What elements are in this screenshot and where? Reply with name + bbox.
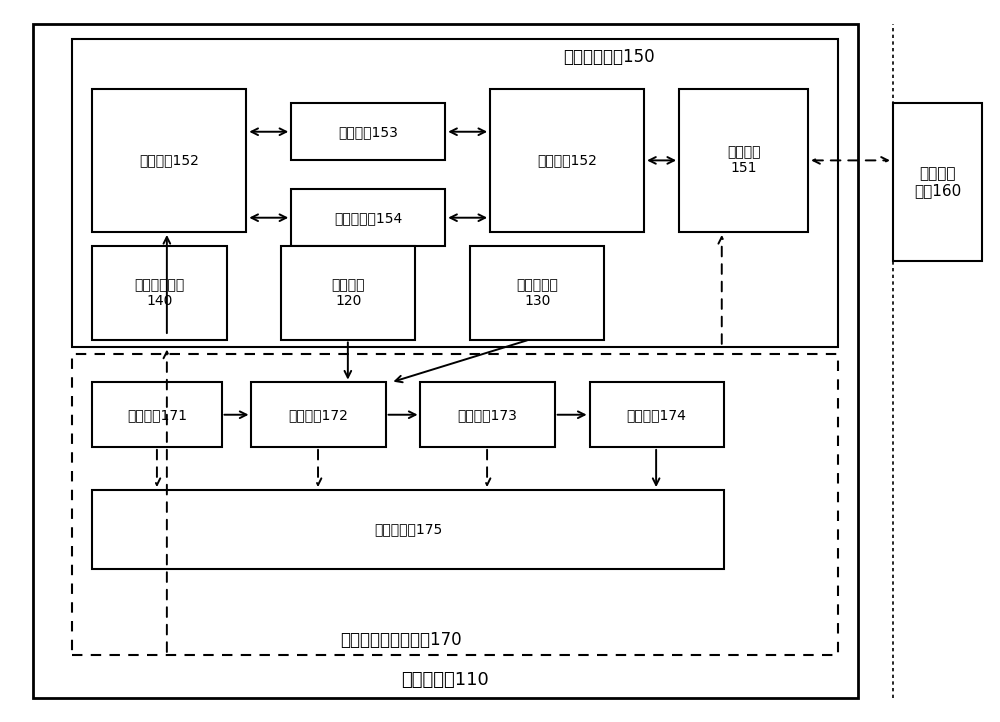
Bar <box>92 246 227 339</box>
Text: 激光雷达
120: 激光雷达 120 <box>332 278 365 308</box>
Bar <box>92 383 222 447</box>
Bar <box>92 89 246 232</box>
Text: 规划模块171: 规划模块171 <box>127 408 187 422</box>
Text: 机器人本体110: 机器人本体110 <box>401 671 489 689</box>
Text: 接收模块152: 接收模块152 <box>537 153 597 168</box>
Bar <box>33 25 858 697</box>
Text: 监测模块172: 监测模块172 <box>289 408 348 422</box>
Bar <box>420 383 555 447</box>
Text: 报告模块174: 报告模块174 <box>627 408 687 422</box>
Bar <box>291 189 445 246</box>
Text: 红外摄像头
130: 红外摄像头 130 <box>516 278 558 308</box>
Text: 控制模块152: 控制模块152 <box>139 153 199 168</box>
Text: 运动规划和指导系统170: 运动规划和指导系统170 <box>340 632 461 649</box>
Bar <box>72 38 838 347</box>
Text: 通信模块
151: 通信模块 151 <box>727 145 760 175</box>
Bar <box>470 246 604 339</box>
Text: 个人数据库175: 个人数据库175 <box>374 522 442 536</box>
Text: 触控显示屏154: 触控显示屏154 <box>334 211 402 225</box>
Text: 语音模块153: 语音模块153 <box>338 125 398 139</box>
Text: 预警模块173: 预警模块173 <box>458 408 518 422</box>
Bar <box>291 103 445 160</box>
Text: 智能终端
系统160: 智能终端 系统160 <box>914 165 961 198</box>
Bar <box>490 89 644 232</box>
Bar <box>679 89 808 232</box>
Bar <box>893 103 982 261</box>
Bar <box>72 354 838 655</box>
Text: 定位导航模块
140: 定位导航模块 140 <box>134 278 185 308</box>
Bar <box>281 246 415 339</box>
Bar <box>590 383 724 447</box>
Bar <box>92 490 724 569</box>
Text: 智能交互系统150: 智能交互系统150 <box>564 48 655 66</box>
Bar <box>251 383 386 447</box>
